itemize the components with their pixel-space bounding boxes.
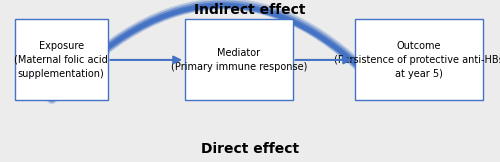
Text: Mediator
(Primary immune response): Mediator (Primary immune response): [170, 48, 307, 72]
FancyArrowPatch shape: [52, 4, 382, 98]
FancyBboxPatch shape: [15, 19, 108, 100]
FancyBboxPatch shape: [185, 19, 292, 100]
Text: Outcome
(Persistence of protective anti-HBs
at year 5): Outcome (Persistence of protective anti-…: [334, 41, 500, 79]
Text: Indirect effect: Indirect effect: [194, 3, 306, 17]
FancyBboxPatch shape: [355, 19, 482, 100]
FancyArrowPatch shape: [52, 6, 388, 98]
Text: Exposure
(Maternal folic acid
supplementation): Exposure (Maternal folic acid supplement…: [14, 41, 108, 79]
Text: Direct effect: Direct effect: [201, 142, 299, 156]
FancyArrowPatch shape: [52, 5, 384, 98]
FancyArrowPatch shape: [52, 5, 386, 98]
